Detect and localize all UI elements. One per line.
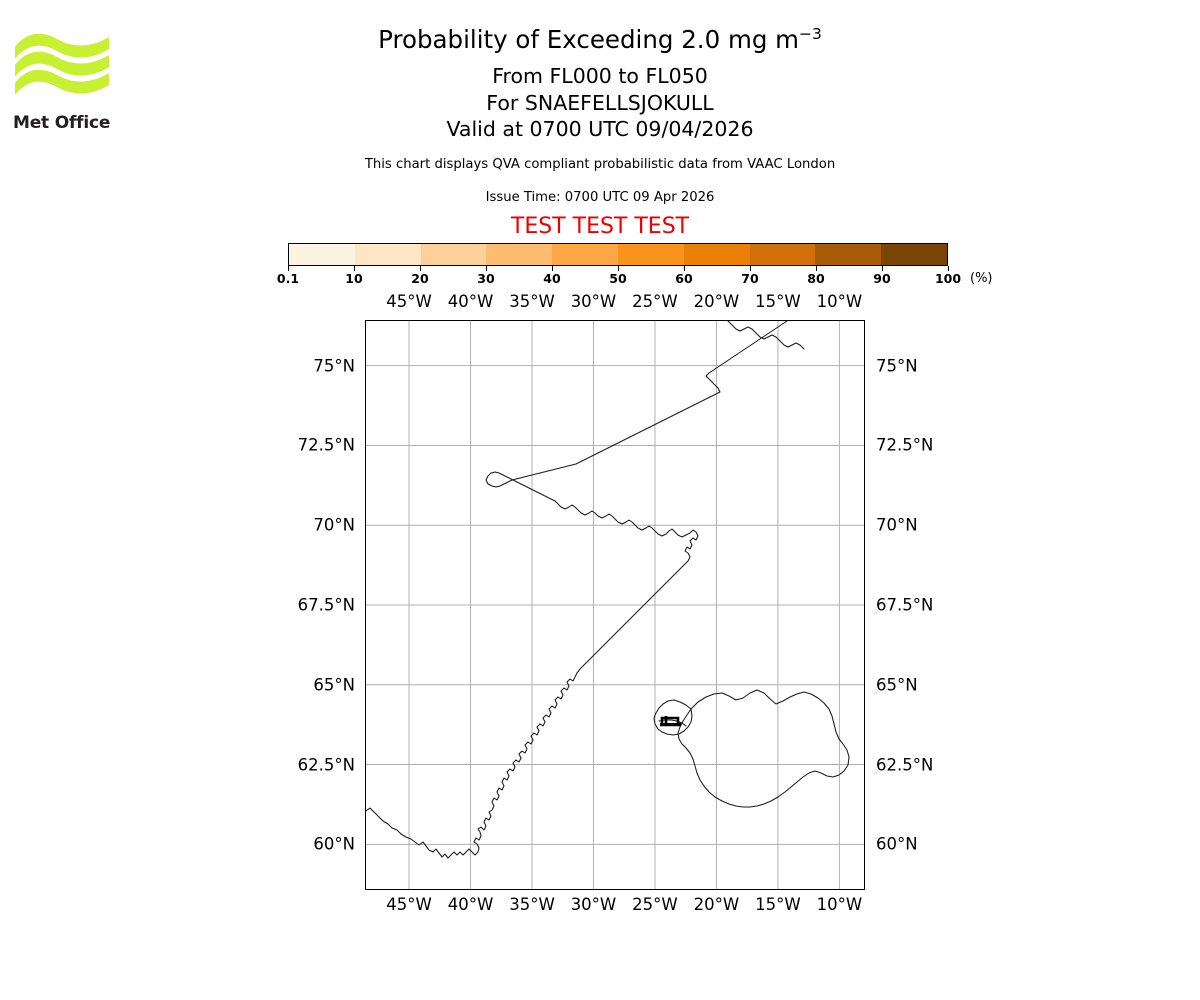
colorbar-tick-label-90: 90 <box>873 271 891 286</box>
colorbar-tick-90 <box>882 266 883 271</box>
lon-axis-label-bot-20°W: 20°W <box>693 895 740 914</box>
colorbar-tick-label-40: 40 <box>543 271 561 286</box>
colorbar-tick-label-10: 10 <box>345 271 363 286</box>
lon-axis-label-top-35°W: 35°W <box>509 292 555 311</box>
page-title: Probability of Exceeding 2.0 mg m−3 <box>0 26 1200 54</box>
colorbar-tick-60 <box>684 266 685 271</box>
lat-axis-label-left-65°N: 65°N <box>313 675 355 695</box>
lat-axis-label-right-72.5°N: 72.5°N <box>876 435 934 455</box>
map-canvas <box>366 321 864 889</box>
iceland-westfjords <box>653 699 693 736</box>
lat-axis-label-left-60°N: 60°N <box>313 834 355 854</box>
colorbar-tick-label-80: 80 <box>807 271 825 286</box>
colorbar-tick-40 <box>552 266 553 271</box>
qva-note-line: This chart displays QVA compliant probab… <box>364 157 836 172</box>
probability-colorbar: 0.1 10 20 30 40 50 60 70 80 90 100 <box>277 243 961 286</box>
island-northeast <box>727 321 805 350</box>
greenland-fjord-inlet-north <box>485 463 577 502</box>
lat-axis-label-left-67.5°N: 67.5°N <box>297 595 355 615</box>
iceland-outline <box>677 689 850 808</box>
lat-axis-label-right-65°N: 65°N <box>876 675 918 695</box>
page-title-text: Probability of Exceeding 2.0 mg m <box>378 25 800 54</box>
colorbar-segment-3 <box>486 244 553 265</box>
map-coastlines <box>366 321 850 859</box>
colorbar-segment-4 <box>552 244 618 265</box>
met-office-wave-mark <box>15 33 109 95</box>
colorbar-tick-10 <box>354 266 355 271</box>
met-office-logo: Met Office <box>13 25 113 133</box>
colorbar-tick-0.1 <box>288 266 289 271</box>
lat-axis-label-left-70°N: 70°N <box>313 515 355 535</box>
lon-axis-label-top-30°W: 30°W <box>570 292 617 311</box>
flight-levels-line: From FL000 to FL050 <box>492 64 708 88</box>
greenland-north-east-peninsula <box>687 321 788 409</box>
lon-axis-label-top-20°W: 20°W <box>693 292 740 311</box>
colorbar-tick-20 <box>420 266 421 271</box>
lon-axis-label-bot-40°W: 40°W <box>447 895 494 914</box>
lon-axis-label-bot-25°W: 25°W <box>632 895 678 914</box>
colorbar-tick-label-20: 20 <box>411 271 429 286</box>
map-gridlines <box>366 321 864 889</box>
lat-axis-label-right-62.5°N: 62.5°N <box>876 755 934 775</box>
lon-axis-label-top-45°W: 45°W <box>386 292 432 311</box>
lat-axis-label-left-75°N: 75°N <box>313 356 355 376</box>
greenland-fjord-coast-mid <box>554 500 699 565</box>
volcano-name-line: For SNAEFELLSJOKULL <box>486 91 714 115</box>
colorbar-segment-2 <box>420 244 487 265</box>
lon-axis-label-bot-10°W: 10°W <box>816 895 863 914</box>
lat-axis-label-right-60°N: 60°N <box>876 834 918 854</box>
lat-axis-label-right-70°N: 70°N <box>876 515 918 535</box>
test-banner: TEST TEST TEST <box>510 214 690 239</box>
lon-axis-label-top-10°W: 10°W <box>816 292 863 311</box>
greenland-scoresby-sund <box>575 407 689 465</box>
colorbar-tick-label-30: 30 <box>477 271 495 286</box>
lat-axis-label-right-67.5°N: 67.5°N <box>876 595 934 615</box>
map-plot-area[interactable] <box>365 320 865 890</box>
colorbar-segment-8 <box>815 244 882 265</box>
colorbar-tick-50 <box>618 266 619 271</box>
colorbar-tick-70 <box>750 266 751 271</box>
colorbar-tick-80 <box>816 266 817 271</box>
issue-time-line: Issue Time: 0700 UTC 09 Apr 2026 <box>485 190 715 205</box>
colorbar-tick-30 <box>486 266 487 271</box>
iceland-snaefellsnes-peninsula <box>658 719 687 727</box>
volcano-location-marker <box>660 716 681 727</box>
colorbar-segment-1 <box>354 244 421 265</box>
valid-time-line: Valid at 0700 UTC 09/04/2026 <box>446 117 754 141</box>
colorbar-segment-6 <box>683 244 750 265</box>
lon-axis-label-bot-45°W: 45°W <box>386 895 432 914</box>
lon-axis-label-bot-35°W: 35°W <box>509 895 555 914</box>
page-title-exponent: −3 <box>799 24 822 43</box>
lat-axis-label-left-72.5°N: 72.5°N <box>297 435 355 455</box>
colorbar-tick-label-70: 70 <box>741 271 759 286</box>
colorbar-segment-5 <box>617 244 684 265</box>
lon-axis-label-top-15°W: 15°W <box>755 292 801 311</box>
colorbar-tick-label-0.1: 0.1 <box>276 271 300 286</box>
lat-axis-label-right-75°N: 75°N <box>876 356 918 376</box>
lon-axis-label-bot-15°W: 15°W <box>755 895 801 914</box>
lon-axis-label-top-25°W: 25°W <box>632 292 678 311</box>
colorbar-segment-7 <box>749 244 816 265</box>
colorbar-tick-label-100: 100 <box>934 271 962 286</box>
colorbar-units-label: (%) <box>970 271 993 286</box>
colorbar-segment-9 <box>881 244 947 265</box>
colorbar-tick-100 <box>948 266 949 271</box>
colorbar-tick-label-50: 50 <box>609 271 627 286</box>
lat-axis-label-left-62.5°N: 62.5°N <box>297 755 355 775</box>
colorbar-tick-label-60: 60 <box>675 271 693 286</box>
colorbar-segment-0 <box>289 244 355 265</box>
colorbar-gradient <box>288 243 948 266</box>
lon-axis-label-bot-30°W: 30°W <box>570 895 617 914</box>
greenland-south-east-coast <box>366 563 686 859</box>
lon-axis-label-top-40°W: 40°W <box>447 292 494 311</box>
met-office-logo-text: Met Office <box>13 113 111 133</box>
